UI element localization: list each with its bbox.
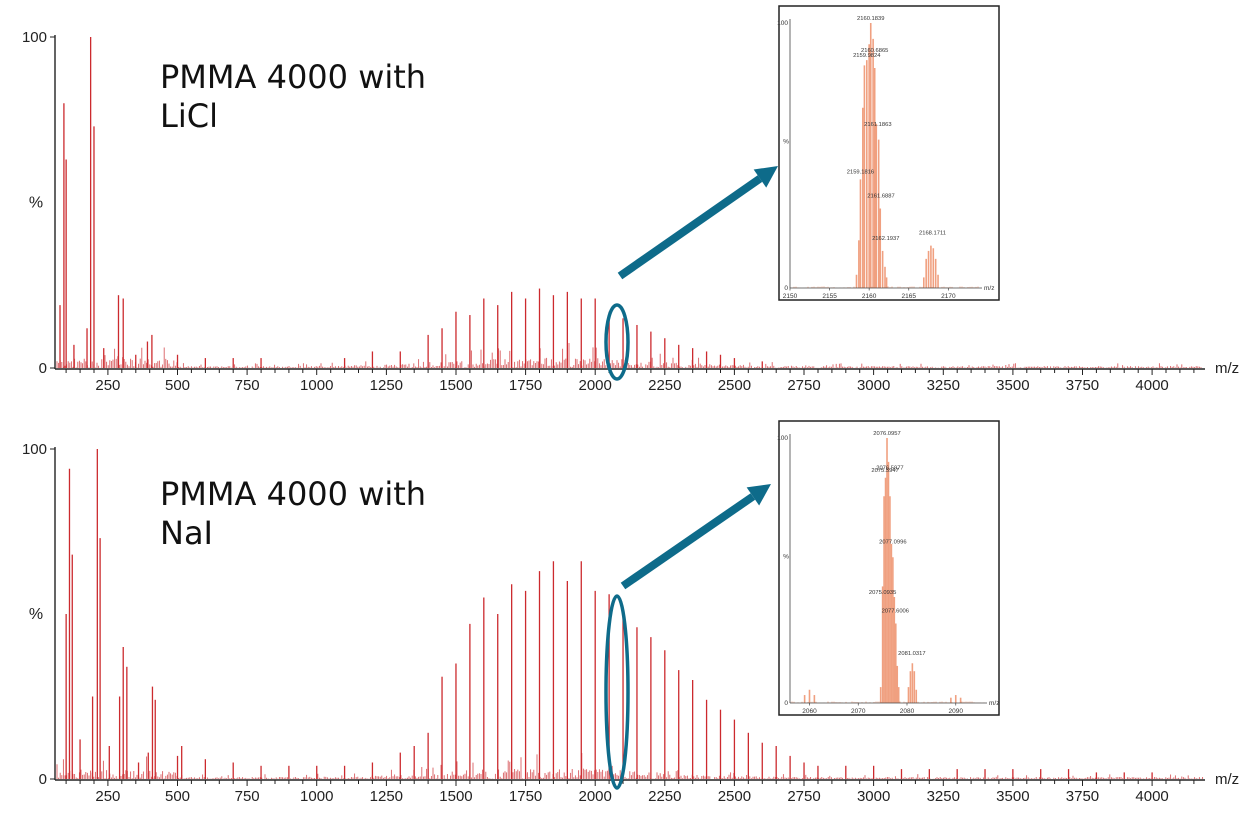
baseline-noise: [56, 753, 1204, 779]
x-tick-label-2250: 2250: [648, 788, 681, 805]
inset-y-axis-label: %: [783, 554, 789, 561]
x-axis-ticks: [65, 780, 1195, 786]
x-tick-label-2500: 2500: [718, 788, 751, 805]
inset-y-zero-label: 0: [784, 285, 788, 292]
y-tick-label-100: 100: [22, 29, 47, 46]
inset-peak-label-1: 2075.5947: [871, 468, 898, 474]
zoom-arrow-head: [746, 484, 771, 506]
x-axis-ticks: [65, 369, 1195, 375]
inset-peak-label-0: 2076.0957: [873, 431, 900, 437]
x-tick-label-2750: 2750: [787, 788, 820, 805]
inset-x-tick-label-2090: 2090: [949, 708, 964, 715]
x-tick-label-750: 750: [235, 377, 260, 394]
chart-title-licl-line-2: LiCl: [160, 97, 218, 135]
inset-x-tick-label-2170: 2170: [941, 293, 956, 300]
chart-title-licl-line-1: PMMA 4000 with: [160, 58, 427, 96]
x-tick-label-2000: 2000: [579, 377, 612, 394]
y-tick-label-100: 100: [22, 441, 47, 458]
x-tick-label-1500: 1500: [439, 788, 472, 805]
inset-x-axis-label: m/z: [984, 285, 994, 292]
zoom-arrow-head: [753, 166, 778, 188]
x-tick-label-1250: 1250: [370, 377, 403, 394]
inset-y-zero-label: 0: [784, 700, 788, 707]
x-tick-label-3000: 3000: [857, 377, 890, 394]
inset-peak-label-3: 2077.0996: [879, 540, 906, 546]
chart-title-nai-line-2: NaI: [160, 514, 213, 552]
inset-peak-label-6: 2162.1937: [872, 236, 899, 242]
x-tick-label-2250: 2250: [648, 377, 681, 394]
zoom-arrow-shaft: [617, 175, 763, 280]
inset-x-tick-label-2165: 2165: [902, 293, 917, 300]
inset-peak-label-2: 2160.6865: [861, 48, 888, 54]
inset-y-top-label: 100: [777, 20, 788, 27]
x-tick-label-4000: 4000: [1135, 377, 1168, 394]
chart-title-licl: PMMA 4000 with LiCl: [160, 58, 426, 136]
x-tick-label-3500: 3500: [996, 377, 1029, 394]
inset-peak-label-3: 2161.1863: [864, 122, 891, 128]
inset-x-tick-label-2155: 2155: [822, 293, 837, 300]
inset-y-axis-label: %: [783, 139, 789, 146]
inset-x-axis-label: m/z: [989, 700, 999, 707]
x-tick-label-750: 750: [235, 788, 260, 805]
y-axis-label: %: [29, 606, 43, 623]
inset-x-tick-label-2150: 2150: [783, 293, 798, 300]
chart-title-nai-line-1: PMMA 4000 with: [160, 475, 427, 513]
x-tick-label-1750: 1750: [509, 377, 542, 394]
x-tick-label-1500: 1500: [439, 377, 472, 394]
inset-peak-label-4: 2159.1816: [847, 170, 874, 176]
highlight-ellipse: [604, 594, 630, 790]
x-tick-label-1750: 1750: [509, 788, 542, 805]
x-tick-label-2000: 2000: [579, 788, 612, 805]
spectrum-nai: 250 500 750 1000 1250 1500 1750 2000 2250 2500 275…: [22, 420, 1239, 805]
y-axis-label: %: [29, 195, 43, 212]
x-axis-label: m/z: [1215, 771, 1239, 788]
inset-peak-label-5: 2161.6887: [867, 194, 894, 200]
x-tick-label-2750: 2750: [787, 377, 820, 394]
x-tick-label-2500: 2500: [718, 377, 751, 394]
inset-peak-label-6: 2081.0317: [898, 651, 925, 657]
x-tick-label-250: 250: [95, 377, 120, 394]
baseline-noise: [56, 343, 1202, 368]
y-tick-label-0: 0: [39, 360, 47, 377]
inset-peak-label-4: 2075.0935: [869, 590, 896, 596]
x-tick-label-1000: 1000: [300, 377, 333, 394]
x-tick-label-1250: 1250: [370, 788, 403, 805]
x-tick-label-3750: 3750: [1066, 788, 1099, 805]
x-tick-label-500: 500: [165, 788, 190, 805]
y-tick-label-0: 0: [39, 771, 47, 788]
inset-frame: [778, 5, 1000, 301]
x-tick-label-3250: 3250: [927, 788, 960, 805]
x-tick-label-500: 500: [165, 377, 190, 394]
x-tick-label-3000: 3000: [857, 788, 890, 805]
x-axis-label: m/z: [1215, 360, 1239, 377]
inset-peak-label-2: 2076.5977: [876, 465, 903, 471]
inset-x-tick-label-2060: 2060: [802, 708, 817, 715]
inset-peak-label-1: 2159.9824: [853, 53, 881, 59]
spectrum-licl: 250 500 750 1000 1250 1500 1750 2000 2250 2500 275…: [22, 5, 1239, 394]
highlight-ellipse: [604, 303, 630, 381]
inset-peak-label-5: 2077.6006: [882, 609, 909, 615]
x-tick-label-250: 250: [95, 788, 120, 805]
inset-x-tick-label-2070: 2070: [851, 708, 866, 715]
x-tick-label-3500: 3500: [996, 788, 1029, 805]
inset-y-top-label: 100: [777, 435, 788, 442]
x-tick-label-3250: 3250: [927, 377, 960, 394]
inset-x-tick-label-2160: 2160: [862, 293, 877, 300]
inset-peak-label-7: 2168.1711: [919, 231, 946, 237]
inset-x-tick-label-2080: 2080: [900, 708, 915, 715]
x-tick-label-4000: 4000: [1135, 788, 1168, 805]
zoom-arrow-shaft: [620, 493, 756, 590]
x-tick-label-1000: 1000: [300, 788, 333, 805]
x-tick-label-3750: 3750: [1066, 377, 1099, 394]
chart-title-nai: PMMA 4000 with NaI: [160, 475, 426, 553]
inset-peak-label-0: 2160.1839: [857, 16, 884, 22]
